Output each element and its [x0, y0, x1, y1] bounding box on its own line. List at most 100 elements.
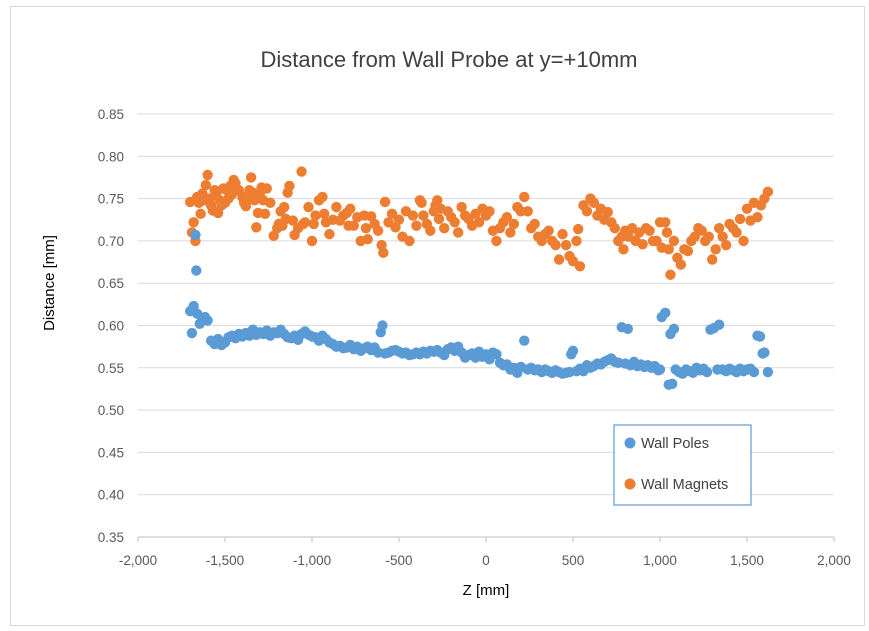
wall-magnets-point	[644, 226, 654, 236]
wall-magnets-point	[603, 207, 613, 217]
wall-magnets-point	[573, 224, 583, 234]
legend-marker-wall-poles	[625, 438, 636, 449]
wall-magnets-point	[251, 222, 261, 232]
wall-magnets-point	[201, 180, 211, 190]
x-tick-label: -500	[385, 553, 412, 568]
y-tick-label: 0.50	[98, 403, 124, 418]
chart-title: Distance from Wall Probe at y=+10mm	[261, 47, 638, 72]
x-tick-label: 500	[562, 553, 585, 568]
wall-magnets-point	[637, 239, 647, 249]
y-tick-label: 0.55	[98, 361, 124, 376]
y-tick-label: 0.70	[98, 234, 124, 249]
x-axis-label: Z [mm]	[463, 582, 510, 599]
wall-magnets-point	[610, 223, 620, 233]
wall-magnets-point	[738, 236, 748, 246]
wall-magnets-point	[683, 246, 693, 256]
wall-magnets-point	[669, 236, 679, 246]
wall-magnets-point	[425, 226, 435, 236]
wall-magnets-point	[550, 240, 560, 250]
x-tick-label: 1,000	[643, 553, 677, 568]
y-tick-label: 0.45	[98, 445, 124, 460]
wall-magnets-point	[509, 219, 519, 229]
legend-marker-wall-magnets	[625, 479, 636, 490]
wall-poles-point	[623, 324, 633, 334]
wall-poles-point	[190, 230, 200, 240]
wall-magnets-point	[265, 198, 275, 208]
wall-poles-point	[660, 308, 670, 318]
x-tick-label: -1,500	[206, 553, 244, 568]
wall-magnets-point	[571, 236, 581, 246]
legend-label-wall-poles: Wall Poles	[641, 436, 709, 452]
wall-poles-point	[714, 319, 724, 329]
wall-magnets-point	[310, 210, 320, 220]
wall-magnets-point	[373, 226, 383, 236]
wall-magnets-point	[557, 229, 567, 239]
wall-magnets-point	[523, 206, 533, 216]
wall-poles-point	[568, 346, 578, 356]
wall-magnets-point	[752, 212, 762, 222]
series-wall-magnets	[185, 166, 773, 280]
legend-label-wall-magnets: Wall Magnets	[641, 477, 728, 493]
wall-magnets-point	[416, 198, 426, 208]
wall-magnets-point	[345, 204, 355, 214]
y-tick-label: 0.60	[98, 319, 124, 334]
legend: Wall Poles Wall Magnets	[614, 425, 751, 505]
wall-magnets-point	[575, 261, 585, 271]
wall-magnets-point	[721, 240, 731, 250]
wall-magnets-point	[279, 202, 289, 212]
y-tick-label: 0.35	[98, 530, 124, 545]
wall-magnets-point	[710, 244, 720, 254]
x-tick-labels: -2,000 -1,500 -1,000 -500 0 500 1,000 1,500 2,00…	[119, 553, 851, 568]
wall-magnets-point	[763, 187, 773, 197]
wall-magnets-point	[380, 197, 390, 207]
wall-poles-point	[191, 265, 201, 275]
y-axis-label: Distance [mm]	[41, 235, 58, 331]
x-tick-label: 0	[482, 553, 490, 568]
wall-magnets-point	[378, 248, 388, 258]
wall-magnets-point	[491, 236, 501, 246]
wall-poles-point	[187, 328, 197, 338]
wall-magnets-point	[411, 220, 421, 230]
wall-magnets-point	[195, 209, 205, 219]
y-tick-labels: 0.35 0.40 0.45 0.50 0.55 0.60 0.65 0.70 0.75 0.80…	[98, 107, 124, 545]
y-tick-label: 0.80	[98, 149, 124, 164]
wall-magnets-point	[530, 219, 540, 229]
wall-magnets-point	[284, 181, 294, 191]
wall-magnets-point	[260, 209, 270, 219]
wall-poles-point	[667, 379, 677, 389]
wall-magnets-point	[453, 227, 463, 237]
x-tick-label: 2,000	[817, 553, 851, 568]
wall-magnets-point	[543, 226, 553, 236]
wall-magnets-point	[554, 254, 564, 264]
wall-poles-point	[655, 364, 665, 374]
wall-magnets-point	[296, 166, 306, 176]
y-tick-label: 0.75	[98, 192, 124, 207]
data-points	[185, 166, 773, 390]
y-tick-label: 0.85	[98, 107, 124, 122]
wall-magnets-point	[300, 217, 310, 227]
wall-magnets-point	[618, 244, 628, 254]
wall-magnets-point	[331, 202, 341, 212]
wall-magnets-point	[394, 215, 404, 225]
wall-poles-point	[763, 367, 773, 377]
wall-poles-point	[377, 320, 387, 330]
wall-magnets-point	[662, 227, 672, 237]
wall-poles-point	[669, 324, 679, 334]
wall-magnets-point	[439, 223, 449, 233]
wall-magnets-point	[307, 236, 317, 246]
wall-poles-point	[202, 315, 212, 325]
wall-magnets-point	[484, 206, 494, 216]
wall-magnets-point	[303, 202, 313, 212]
y-tick-label: 0.40	[98, 488, 124, 503]
wall-magnets-point	[660, 217, 670, 227]
wall-magnets-point	[676, 259, 686, 269]
wall-magnets-point	[362, 234, 372, 244]
wall-magnets-point	[731, 227, 741, 237]
wall-magnets-point	[246, 172, 256, 182]
wall-magnets-point	[202, 170, 212, 180]
wall-poles-point	[749, 367, 759, 377]
wall-magnets-point	[582, 206, 592, 216]
wall-magnets-point	[188, 217, 198, 227]
wall-magnets-point	[408, 210, 418, 220]
